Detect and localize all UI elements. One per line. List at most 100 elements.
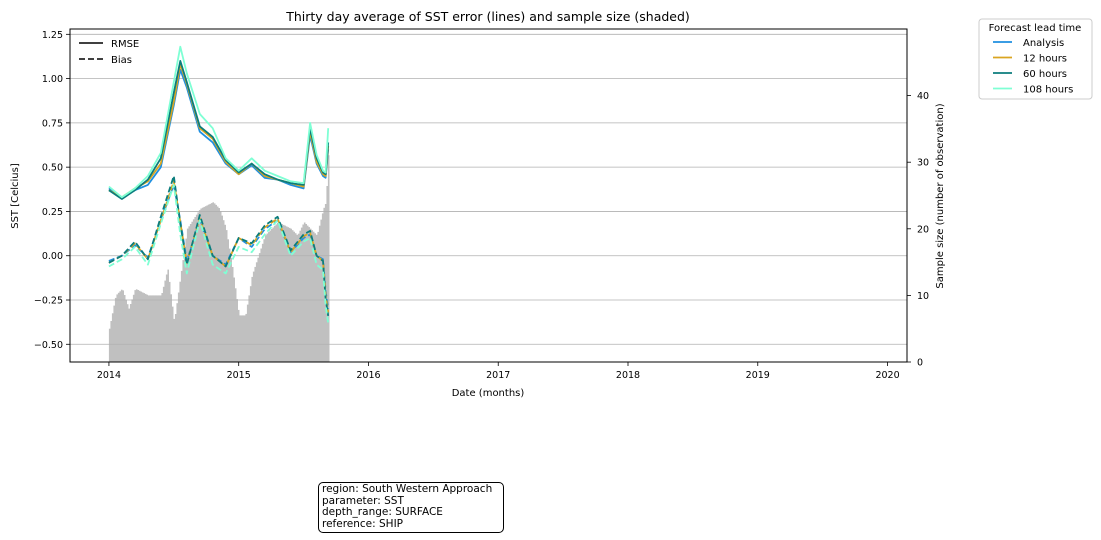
sample-size-bar (273, 225, 276, 362)
sample-size-bar (252, 271, 255, 362)
sample-size-bar (272, 227, 274, 362)
sample-size-bar (150, 295, 153, 362)
sample-size-bar (245, 313, 247, 362)
sample-size-bar (221, 215, 223, 362)
sample-size-bar (224, 224, 226, 362)
y-tick-label: −0.25 (34, 296, 63, 307)
sample-size-bar (168, 281, 171, 362)
sample-size-bar (161, 293, 163, 362)
sample-size-bar (176, 303, 178, 362)
sample-size-bar (276, 222, 279, 362)
sample-size-bar (326, 186, 328, 362)
sample-size-bar (234, 288, 237, 362)
sample-size-bar (300, 227, 303, 362)
sample-size-bar (284, 225, 286, 362)
series-legend-title: Forecast lead time (989, 23, 1082, 34)
sample-size-bar (291, 230, 294, 362)
sample-size-bar (305, 224, 307, 362)
sample-size-bar (189, 224, 192, 362)
sample-size-bar (128, 308, 130, 362)
sample-size-bar (204, 206, 207, 362)
sample-size-bar (114, 297, 117, 362)
sample-size-bar (146, 294, 148, 362)
sample-size-bar (212, 202, 214, 362)
x-tick-label: 2014 (97, 370, 121, 381)
sample-size-bar (158, 295, 160, 362)
sample-size-bar (267, 232, 270, 362)
sample-size-bar (321, 213, 324, 362)
sample-size-bar (213, 203, 216, 362)
sample-size-bar (278, 222, 280, 362)
sample-size-bar (192, 219, 195, 362)
sample-size-bar (240, 315, 243, 362)
sample-size-bar (243, 315, 246, 362)
bias-line-108-hours (108, 184, 330, 324)
sample-size-bar (318, 225, 321, 362)
sample-size-bar (299, 230, 301, 362)
sample-size-bar (327, 155, 330, 362)
sample-size-bar (140, 291, 142, 362)
y-tick-label: −0.50 (34, 340, 63, 351)
y-tick-label: 0.25 (42, 207, 63, 218)
sample-size-bar (122, 290, 124, 362)
x-tick-label: 2017 (486, 370, 510, 381)
y-tick-label: 0.50 (42, 163, 63, 174)
sample-size-bar (230, 257, 232, 362)
sample-size-bar (270, 229, 273, 362)
sample-size-bar (281, 224, 283, 362)
sample-size-bar (149, 295, 151, 362)
y-tick-label: 0.75 (42, 118, 63, 129)
sample-size-bar (275, 224, 277, 362)
sample-size-bar (239, 315, 241, 362)
sample-size-bar (210, 203, 213, 362)
legend-label-60-hours: 60 hours (1023, 69, 1067, 80)
sample-size-bar (222, 220, 225, 362)
sample-size-bar (120, 289, 123, 362)
sample-size-bar (119, 291, 121, 362)
sample-size-bar (194, 217, 196, 362)
sample-size-bar (203, 206, 205, 362)
info-reference: reference: SHIP (322, 517, 404, 530)
sample-size-bar (302, 224, 304, 362)
sample-size-bar (216, 206, 219, 362)
sample-size-bar (215, 204, 217, 362)
plot-frame (69, 28, 908, 363)
sample-size-bar (311, 230, 313, 362)
sample-size-bar (287, 227, 289, 362)
sample-size-bar (255, 262, 258, 362)
sample-size-bar (200, 208, 202, 362)
sample-size-bar (137, 290, 139, 362)
sample-size-bar (269, 230, 271, 362)
sample-size-bar (209, 203, 211, 362)
style-legend: RMSE Bias (79, 39, 139, 66)
sample-size-bar (317, 231, 319, 362)
sample-size-bar (152, 295, 154, 362)
sample-size-bar (233, 277, 235, 362)
series-legend-frame (978, 18, 1093, 100)
sample-size-bar (296, 234, 298, 362)
sample-size-bars (108, 155, 330, 362)
sample-size-bar (155, 295, 157, 362)
sample-size-bar (143, 293, 145, 362)
sample-size-bar (254, 266, 256, 362)
sample-size-bar (258, 253, 261, 362)
sample-size-bar (228, 248, 231, 362)
sample-size-bar (198, 210, 201, 362)
legend-label-108-hours: 108 hours (1023, 85, 1073, 96)
y-axis-label: SST [Celcius] (10, 163, 21, 229)
sample-size-bar (297, 233, 300, 362)
sample-size-bar (113, 305, 115, 362)
info-box: region: South Western Approach parameter… (318, 482, 504, 534)
sample-size-bar (225, 230, 228, 362)
sample-size-bar (165, 274, 168, 362)
sample-size-bar (138, 290, 141, 362)
x-tick-label: 2016 (356, 370, 380, 381)
sample-size-bar (111, 313, 114, 362)
sample-size-bar (179, 281, 181, 362)
sample-size-bar (156, 295, 159, 362)
sample-size-bar (306, 225, 309, 362)
y-tick-label: 1.00 (42, 74, 63, 85)
rmse-line-12-hours (108, 63, 330, 199)
sample-size-bar (131, 299, 133, 362)
